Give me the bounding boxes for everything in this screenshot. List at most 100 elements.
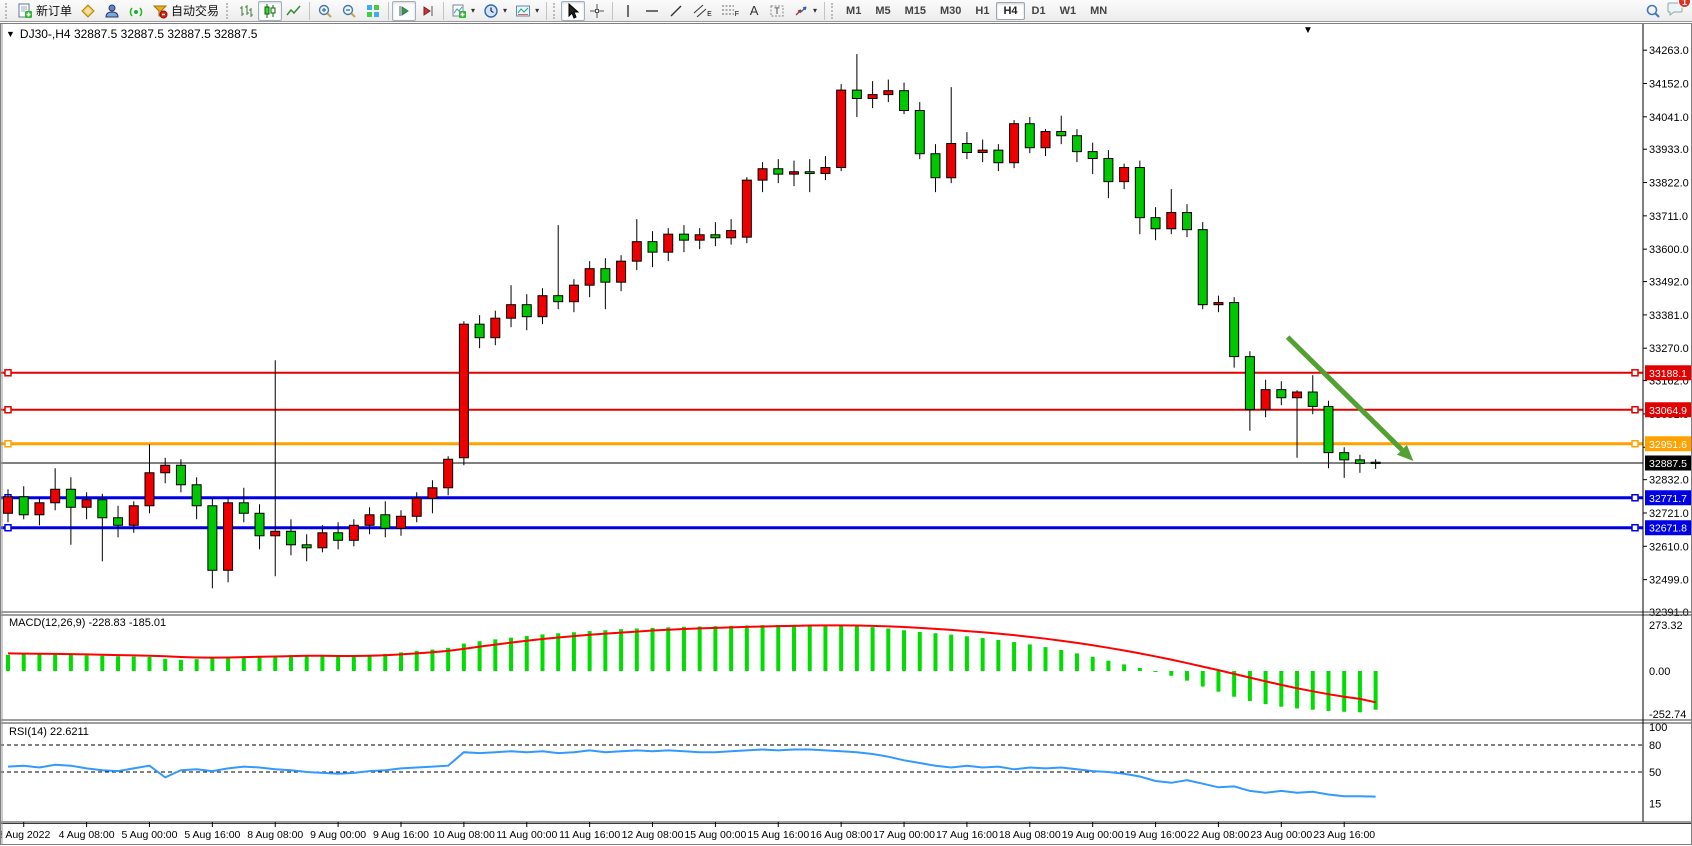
fibonacci-button[interactable]: F (716, 1, 743, 21)
time-tick-label: 15 Aug 00:00 (684, 829, 746, 841)
timeframe-button-h1[interactable]: H1 (975, 4, 990, 17)
price-chart-canvas[interactable]: 34263.0 34152.0 34041.0 33933.0 33822.0 33711… (0, 22, 1692, 846)
trend-arrow-line[interactable] (1285, 335, 1404, 452)
toolbar-drag-handle[interactable] (226, 2, 231, 19)
indicators-button[interactable]: ▾ (447, 1, 479, 21)
toolbar-drag-handle[interactable] (553, 2, 558, 19)
window-menu-icon[interactable]: ▼ (1303, 25, 1313, 36)
notifications-button[interactable]: 1 (1667, 0, 1691, 21)
bar-chart-button[interactable] (234, 1, 258, 21)
macd-histogram-bar (163, 658, 168, 671)
search-icon[interactable] (1645, 3, 1661, 19)
macd-histogram-bar (1137, 667, 1142, 671)
crosshair-button[interactable] (585, 1, 609, 21)
rsi-indicator-label: RSI(14) 22.6211 (9, 726, 89, 738)
candle (348, 524, 359, 541)
cursor-button[interactable] (561, 0, 586, 21)
autotrading-button[interactable]: 自动交易 (148, 1, 223, 21)
candle (113, 517, 124, 526)
mql-editor-button[interactable] (76, 1, 100, 21)
price-tick-label: 33381.0 (1649, 310, 1689, 322)
candle (1370, 461, 1381, 464)
line-chart-button[interactable] (282, 1, 306, 21)
trendline-button[interactable] (664, 1, 688, 21)
templates-button[interactable]: ▾ (511, 1, 543, 21)
candle (1244, 356, 1255, 410)
candle (616, 260, 627, 283)
timeframe-button-m1[interactable]: M1 (846, 4, 862, 17)
time-tick-label: 4 Aug 08:00 (59, 829, 115, 841)
timeframe-button-w1[interactable]: W1 (1059, 4, 1077, 17)
candle (191, 484, 202, 507)
arrows-button[interactable]: ▾ (789, 1, 821, 21)
candle (647, 241, 658, 253)
zoom-in-button[interactable] (313, 1, 337, 21)
candle (663, 233, 674, 253)
candlestick-chart-button[interactable] (258, 0, 283, 21)
periods-button[interactable]: ▾ (479, 1, 511, 21)
profile-icon (105, 4, 119, 17)
line-anchor-marker[interactable] (1631, 406, 1639, 414)
macd-histogram-bar (619, 629, 624, 671)
price-tick-label: 33933.0 (1649, 144, 1689, 156)
bar-chart-icon (240, 4, 254, 17)
timeframe-button-m30[interactable]: M30 (940, 4, 962, 17)
tile-windows-button[interactable] (361, 1, 385, 21)
line-anchor-marker[interactable] (1631, 440, 1639, 448)
line-anchor-marker[interactable] (1631, 494, 1639, 502)
timeframe-toolbar: M1 M5 M15 M30 H1 H4 D1 W1 MN (839, 1, 1114, 20)
new-order-button[interactable]: 新订单 (13, 1, 76, 21)
line-anchor-marker[interactable] (4, 406, 12, 414)
macd-histogram-bar (131, 656, 136, 671)
equidistant-channel-button[interactable]: E (688, 1, 716, 21)
line-anchor-marker[interactable] (4, 523, 12, 532)
candle (364, 514, 375, 526)
toolbar-drag-handle[interactable] (5, 2, 10, 19)
macd-histogram-bar (1232, 671, 1237, 697)
candle (867, 94, 878, 100)
signals-button[interactable] (124, 1, 148, 21)
candle (317, 532, 328, 549)
line-price-badge (1645, 520, 1691, 536)
candle (458, 323, 469, 459)
profile-button[interactable] (100, 1, 124, 21)
candle (81, 499, 92, 508)
trend-arrow-head[interactable] (1397, 444, 1414, 462)
timeframe-button-m15[interactable]: M15 (904, 4, 927, 17)
horizontal-line-button[interactable] (640, 1, 664, 21)
new-order-icon (18, 3, 32, 18)
candle (1134, 167, 1145, 219)
macd-histogram-bar (650, 627, 655, 671)
text-button[interactable]: A (743, 1, 765, 21)
chart-title-bar[interactable]: ▼ DJ30-,H4 32887.5 32887.5 32887.5 32887… (6, 27, 257, 41)
line-anchor-marker[interactable] (4, 440, 12, 448)
zoom-out-button[interactable] (337, 1, 361, 21)
cursor-icon (568, 2, 580, 19)
chart-shift-button[interactable] (416, 1, 440, 21)
line-anchor-marker[interactable] (4, 369, 12, 377)
text-label-button[interactable]: T (765, 1, 789, 21)
macd-histogram-bar (634, 628, 639, 671)
vertical-line-button[interactable] (616, 1, 640, 21)
time-tick-label: 23 Aug 00:00 (1250, 829, 1312, 841)
line-anchor-marker[interactable] (1631, 523, 1639, 532)
price-tick-label: 33492.0 (1649, 277, 1689, 289)
candle (1087, 151, 1098, 160)
macd-histogram-bar (461, 643, 466, 671)
candle (568, 284, 579, 303)
macd-histogram-bar (1357, 671, 1362, 713)
rsi-tick-label: 100 (1649, 722, 1667, 734)
chart-dropdown-icon[interactable]: ▼ (6, 29, 15, 39)
macd-histogram-bar (336, 656, 341, 671)
auto-scroll-button[interactable] (392, 0, 417, 21)
macd-histogram-bar (917, 631, 922, 671)
line-anchor-marker[interactable] (1631, 369, 1639, 377)
toolbar-separator (546, 1, 548, 20)
timeframe-button-d1[interactable]: D1 (1031, 4, 1046, 17)
new-order-label: 新订单 (36, 4, 73, 18)
toolbar-drag-handle[interactable] (831, 2, 836, 19)
timeframe-button-m5[interactable]: M5 (875, 4, 891, 17)
timeframe-button-h4[interactable]: H4 (996, 1, 1025, 20)
candle (914, 110, 925, 155)
timeframe-button-mn[interactable]: MN (1090, 4, 1108, 17)
